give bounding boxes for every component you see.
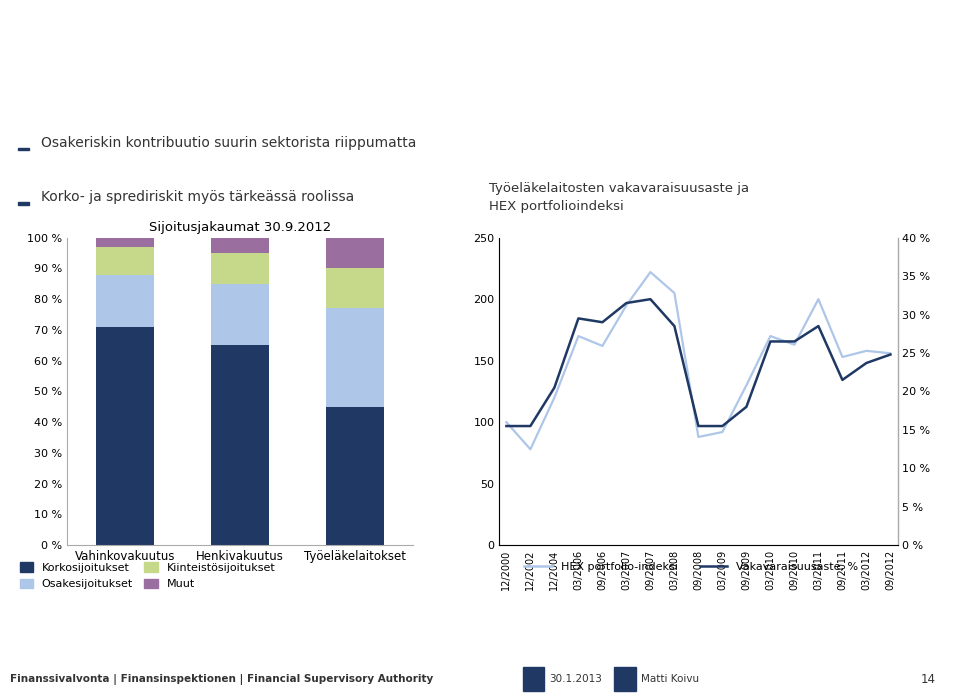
Legend: Korkosijoitukset, Osakesijoitukset, Kiinteistösijoitukset, Muut: Korkosijoitukset, Osakesijoitukset, Kiin…: [15, 558, 279, 593]
Vakavaraisuusaste, %: [836, 376, 849, 384]
Vakavaraisuusaste, %: [885, 350, 897, 359]
HEX portfolio-indeksi: [596, 342, 609, 350]
Vakavaraisuusaste, %: [524, 421, 536, 430]
HEX portfolio-indeksi: [645, 268, 657, 276]
Vakavaraisuusaste, %: [620, 298, 632, 307]
Text: Matti Koivu: Matti Koivu: [641, 674, 700, 684]
Bar: [211, 345, 269, 545]
HEX portfolio-indeksi: [860, 347, 872, 355]
HEX portfolio-indeksi: [764, 332, 776, 340]
Bar: [18, 202, 29, 205]
HEX portfolio-indeksi: [524, 445, 536, 454]
HEX portfolio-indeksi: [549, 394, 561, 402]
Bar: [96, 238, 154, 247]
Title: Sijoitusjakaumat 30.9.2012: Sijoitusjakaumat 30.9.2012: [149, 221, 331, 233]
Vakavaraisuusaste, %: [812, 322, 824, 330]
HEX portfolio-indeksi: [501, 418, 513, 426]
Text: Sijoitusriski – Osakeriski dominoi vakuutuslaitosten: Sijoitusriski – Osakeriski dominoi vakuu…: [24, 30, 591, 50]
HEX portfolio-indeksi: [572, 332, 584, 340]
HEX portfolio-indeksi: [789, 340, 801, 349]
Text: 30.1.2013: 30.1.2013: [549, 674, 602, 684]
Vakavaraisuusaste, %: [860, 359, 872, 367]
Line: HEX portfolio-indeksi: HEX portfolio-indeksi: [507, 272, 891, 449]
Bar: [326, 268, 384, 308]
HEX portfolio-indeksi: [668, 289, 680, 297]
HEX portfolio-indeksi: [620, 301, 632, 310]
Text: Korko- ja sprediriskit myös tärkeässä roolissa: Korko- ja sprediriskit myös tärkeässä ro…: [41, 190, 354, 204]
Line: Vakavaraisuusaste, %: Vakavaraisuusaste, %: [507, 299, 891, 426]
Vakavaraisuusaste, %: [764, 338, 776, 346]
Bar: [326, 308, 384, 407]
Bar: [326, 407, 384, 545]
HEX portfolio-indeksi: [885, 349, 897, 357]
Legend: HEX portfolio-indeksi, Vakavaraisuusaste, %: HEX portfolio-indeksi, Vakavaraisuusaste…: [519, 558, 863, 577]
Vakavaraisuusaste, %: [716, 421, 728, 430]
Text: 14: 14: [921, 672, 936, 686]
HEX portfolio-indeksi: [692, 433, 704, 441]
Bar: [96, 275, 154, 327]
Bar: [326, 238, 384, 268]
HEX portfolio-indeksi: [741, 381, 753, 389]
Vakavaraisuusaste, %: [741, 403, 753, 411]
Bar: [211, 284, 269, 345]
Vakavaraisuusaste, %: [596, 318, 609, 326]
Text: Työeläkelaitosten vakavaraisuusaste ja
HEX portfolioindeksi: Työeläkelaitosten vakavaraisuusaste ja H…: [490, 182, 750, 212]
Vakavaraisuusaste, %: [668, 322, 680, 330]
Vakavaraisuusaste, %: [572, 315, 584, 323]
Bar: [211, 238, 269, 253]
Bar: [523, 667, 544, 691]
Vakavaraisuusaste, %: [789, 338, 801, 346]
Bar: [96, 327, 154, 545]
Vakavaraisuusaste, %: [645, 295, 657, 303]
Text: Finanssivalvonta | Finansinspektionen | Financial Supervisory Authority: Finanssivalvonta | Finansinspektionen | …: [10, 674, 433, 684]
Bar: [211, 253, 269, 284]
Bar: [18, 147, 29, 150]
Bar: [96, 247, 154, 275]
Bar: [614, 667, 636, 691]
Vakavaraisuusaste, %: [501, 421, 513, 430]
Text: Osakeriskin kontribuutio suurin sektorista riippumatta: Osakeriskin kontribuutio suurin sektoris…: [41, 136, 417, 150]
Vakavaraisuusaste, %: [549, 383, 561, 391]
Text: sijoitusriskejä: sijoitusriskejä: [24, 73, 177, 93]
HEX portfolio-indeksi: [836, 353, 849, 361]
HEX portfolio-indeksi: [716, 428, 728, 436]
HEX portfolio-indeksi: [812, 295, 824, 303]
Vakavaraisuusaste, %: [692, 421, 704, 430]
